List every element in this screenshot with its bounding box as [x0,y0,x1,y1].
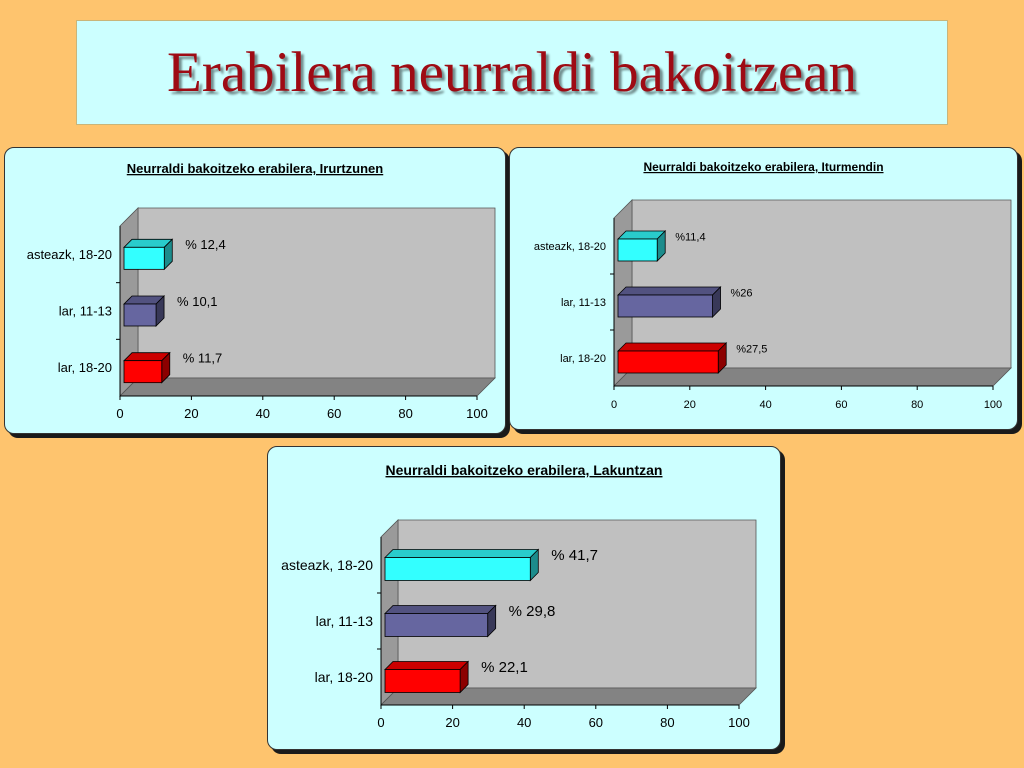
x-tick-label: 0 [116,406,123,421]
data-label: % 41,7 [551,547,598,564]
bar-top [617,286,722,296]
data-label: %27,5 [736,343,767,355]
x-tick-label: 40 [256,406,270,421]
x-tick-label: 60 [589,715,603,730]
x-tick-label: 80 [398,406,412,421]
x-tick-label: 60 [835,399,847,411]
data-label: % 29,8 [509,603,556,620]
category-label: asteazk, 18-20 [534,241,606,253]
bar-top [384,549,540,558]
x-tick-label: 100 [466,406,488,421]
bar [617,294,713,318]
x-tick-label: 80 [911,399,923,411]
x-tick-label: 100 [984,399,1002,411]
bar [384,557,531,581]
bar-chart-lakuntza: Neurraldi bakoitzeko erabilera, Lakuntza… [281,462,757,730]
chart-panel-iturmendi: Neurraldi bakoitzeko erabilera, Iturmend… [509,147,1018,430]
chart-title: Neurraldi bakoitzeko erabilera, Lakuntza… [386,462,663,478]
bar [384,669,461,693]
x-tick-label: 20 [184,406,198,421]
category-label: asteazk, 18-20 [281,557,373,573]
bar [617,350,719,374]
x-tick-label: 40 [759,399,771,411]
bar-top [384,605,497,614]
category-label: asteazk, 18-20 [27,247,112,262]
bar-top [617,342,728,352]
chart-panel-lakuntza: Neurraldi bakoitzeko erabilera, Lakuntza… [267,446,781,750]
x-tick-label: 80 [660,715,674,730]
category-label: lar, 11-13 [59,304,112,319]
bar [123,246,165,270]
category-label: lar, 11-13 [561,297,606,309]
category-label: lar, 18-20 [58,360,112,375]
bar-top [384,661,470,670]
chart-panel-irurtzun: Neurraldi bakoitzeko erabilera, Irurtzun… [4,147,506,434]
category-label: lar, 18-20 [560,353,606,365]
category-label: lar, 11-13 [316,613,374,629]
data-label: %11,4 [675,231,705,243]
x-tick-label: 40 [517,715,531,730]
bar [123,360,163,384]
bar-chart-irurtzun: Neurraldi bakoitzeko erabilera, Irurtzun… [27,161,496,421]
chart-title: Neurraldi bakoitzeko erabilera, Irurtzun… [127,161,384,176]
chart-title: Neurraldi bakoitzeko erabilera, Iturmend… [643,160,883,174]
data-label: % 12,4 [185,237,225,252]
x-tick-label: 100 [728,715,750,730]
data-label: %26 [731,287,753,299]
x-tick-label: 60 [327,406,341,421]
data-label: % 11,7 [183,351,223,366]
page-title: Erabilera neurraldi bakoitzean [167,41,857,104]
title-box: Erabilera neurraldi bakoitzean [76,20,948,125]
x-tick-label: 20 [445,715,459,730]
data-label: % 10,1 [177,294,217,309]
x-tick-label: 0 [611,399,617,411]
x-tick-label: 20 [684,399,696,411]
category-label: lar, 18-20 [315,669,374,685]
plot-floor [119,377,496,397]
data-label: % 22,1 [481,659,528,676]
bar [123,303,157,327]
bar [617,238,658,262]
bar [384,613,489,637]
bar-chart-iturmendi: Neurraldi bakoitzeko erabilera, Iturmend… [534,160,1012,411]
x-tick-label: 0 [377,715,384,730]
